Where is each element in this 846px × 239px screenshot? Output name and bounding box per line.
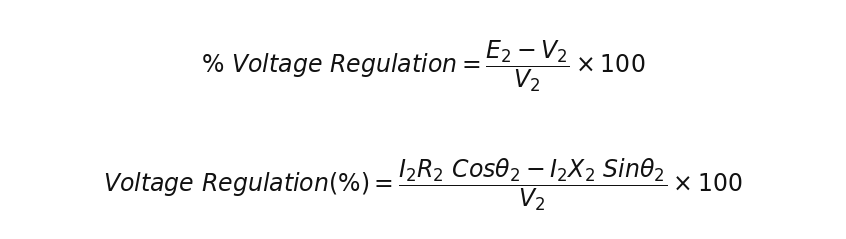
Text: $\mathit{Voltage\ Regulation(\%)} = \dfrac{I_2R_2\ Cos\theta_2 - I_2X_2\ Sin\the: $\mathit{Voltage\ Regulation(\%)} = \dfr… [103, 157, 743, 213]
Text: $\mathit{\%\ Voltage\ Regulation} = \dfrac{E_2 - V_2}{V_2}\times 100$: $\mathit{\%\ Voltage\ Regulation} = \dfr… [201, 38, 645, 93]
